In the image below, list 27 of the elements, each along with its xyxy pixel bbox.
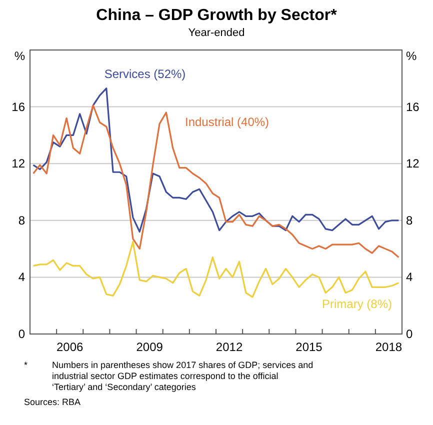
- line-series: [32, 104, 400, 258]
- y-tick-label: 0: [18, 327, 26, 341]
- y2-tick-label: 0: [406, 327, 413, 341]
- x-tick-label: 2009: [136, 340, 164, 354]
- x-tick-label: 2012: [216, 340, 243, 354]
- line-series: [32, 240, 400, 298]
- series-label: Services (52%): [104, 67, 186, 81]
- y2-axis-title: %: [406, 49, 417, 63]
- series-label: Primary (8%): [322, 297, 392, 311]
- y2-tick-label: 8: [406, 213, 413, 228]
- y-tick-label: 8: [18, 213, 26, 228]
- y2-tick-label: 16: [406, 100, 420, 114]
- chart-subtitle: Year-ended: [188, 27, 245, 39]
- y-tick-label: 4: [18, 270, 26, 284]
- y-axis-title: %: [14, 49, 26, 63]
- chart-title: China – GDP Growth by Sector*: [96, 7, 338, 24]
- series-label: Industrial (40%): [185, 115, 270, 129]
- source-note: Sources: RBA: [24, 397, 81, 407]
- y2-tick-label: 12: [406, 156, 420, 171]
- y-tick-label: 12: [12, 156, 26, 171]
- y-tick-label: 16: [12, 100, 26, 114]
- line-series: [32, 88, 400, 233]
- x-tick-label: 2006: [56, 340, 84, 354]
- x-tick-label: 2018: [375, 340, 402, 354]
- text: * Numbers in parentheses show 2017 shares of GDP; services and industrial sector GDP estimates correspond to the official ‘Tertiary’ and ‘Secondary’ categories: [24, 360, 314, 392]
- y2-tick-label: 4: [406, 270, 413, 284]
- x-tick-label: 2015: [296, 340, 323, 354]
